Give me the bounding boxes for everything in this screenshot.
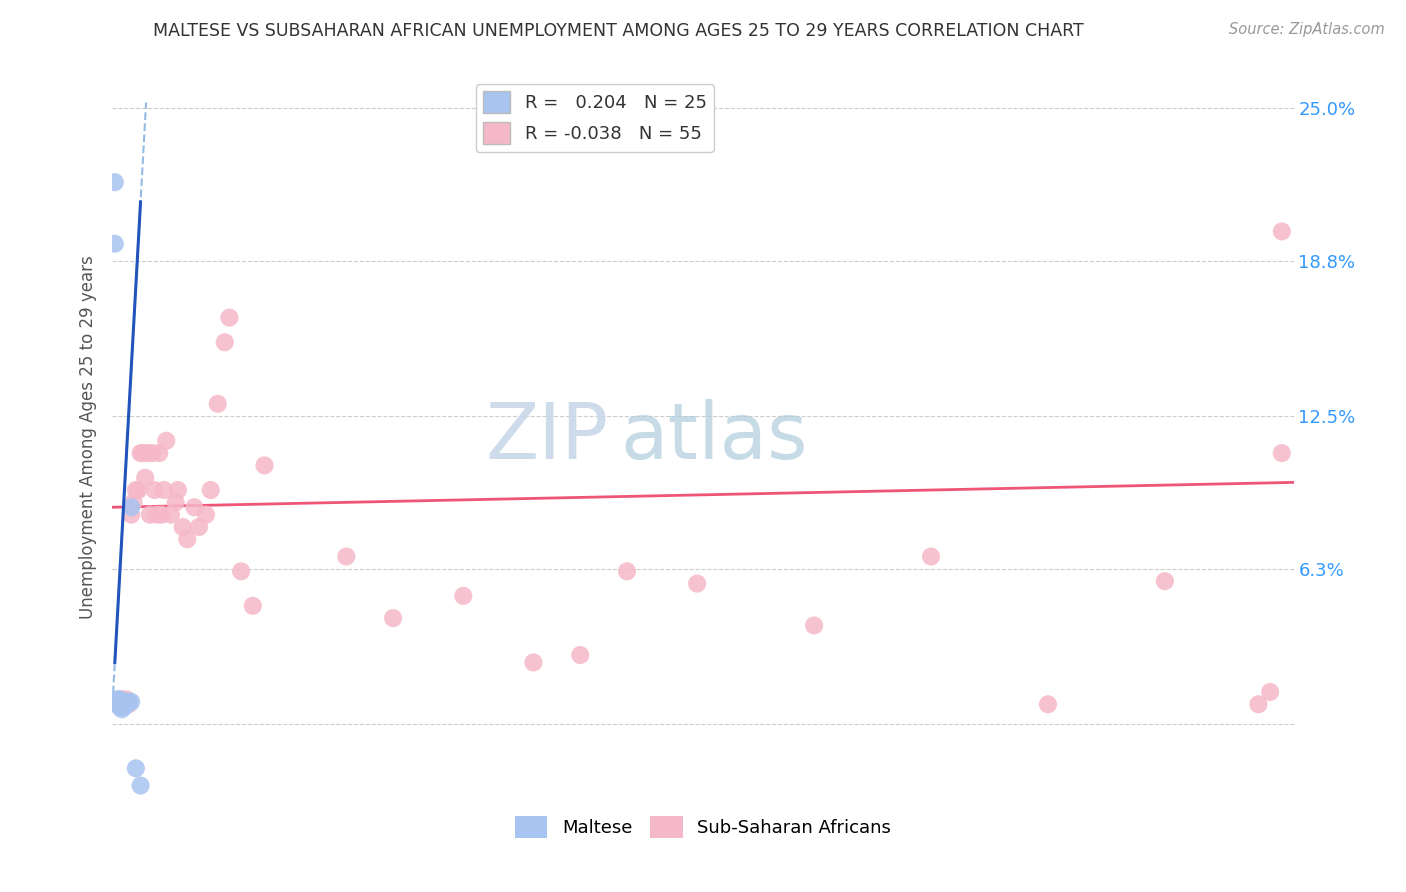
Point <box>218 310 240 325</box>
Text: Source: ZipAtlas.com: Source: ZipAtlas.com <box>1229 22 1385 37</box>
Point <box>108 699 131 714</box>
Point <box>188 520 211 534</box>
Point <box>105 698 128 712</box>
Point <box>569 648 592 662</box>
Point <box>160 508 183 522</box>
Point <box>1036 698 1059 712</box>
Point <box>108 698 131 712</box>
Point <box>122 495 145 509</box>
Point <box>112 698 135 712</box>
Point <box>1154 574 1177 589</box>
Point <box>111 699 134 714</box>
Point <box>335 549 357 564</box>
Point <box>112 695 135 709</box>
Point <box>120 695 142 709</box>
Y-axis label: Unemployment Among Ages 25 to 29 years: Unemployment Among Ages 25 to 29 years <box>79 255 97 619</box>
Point <box>920 549 942 564</box>
Point <box>176 533 198 547</box>
Point <box>120 500 142 515</box>
Point <box>146 508 169 522</box>
Point <box>112 698 135 712</box>
Text: ZIP: ZIP <box>485 399 609 475</box>
Point <box>616 564 638 578</box>
Point <box>155 434 177 448</box>
Point <box>207 397 229 411</box>
Point <box>115 695 138 709</box>
Point <box>165 495 187 509</box>
Point <box>803 618 825 632</box>
Point <box>1258 685 1281 699</box>
Point <box>115 695 138 709</box>
Point <box>242 599 264 613</box>
Point <box>129 446 152 460</box>
Text: atlas: atlas <box>620 399 808 475</box>
Point <box>111 695 134 709</box>
Point <box>132 446 155 460</box>
Point <box>127 483 149 497</box>
Point <box>167 483 190 497</box>
Point <box>1247 698 1270 712</box>
Point <box>111 692 134 706</box>
Point <box>104 236 127 251</box>
Point <box>150 508 173 522</box>
Point <box>125 483 148 497</box>
Point <box>229 564 252 578</box>
Point <box>172 520 194 534</box>
Point <box>253 458 276 473</box>
Point <box>143 483 166 497</box>
Point <box>139 508 162 522</box>
Point <box>453 589 475 603</box>
Point <box>108 695 131 709</box>
Point <box>104 175 127 189</box>
Point <box>522 656 544 670</box>
Point <box>148 446 170 460</box>
Point <box>134 471 156 485</box>
Point <box>111 698 134 712</box>
Point <box>118 695 141 709</box>
Point <box>111 695 134 709</box>
Point <box>1271 224 1294 238</box>
Point <box>111 702 134 716</box>
Point <box>111 695 134 709</box>
Point <box>200 483 222 497</box>
Point <box>1271 446 1294 460</box>
Point <box>129 779 152 793</box>
Point <box>136 446 159 460</box>
Point <box>112 699 135 714</box>
Point <box>118 698 141 712</box>
Point <box>115 692 138 706</box>
Text: MALTESE VS SUBSAHARAN AFRICAN UNEMPLOYMENT AMONG AGES 25 TO 29 YEARS CORRELATION: MALTESE VS SUBSAHARAN AFRICAN UNEMPLOYME… <box>153 22 1084 40</box>
Point <box>141 446 163 460</box>
Point <box>382 611 405 625</box>
Point <box>105 695 128 709</box>
Legend: Maltese, Sub-Saharan Africans: Maltese, Sub-Saharan Africans <box>508 808 898 845</box>
Point <box>105 692 128 706</box>
Point <box>183 500 205 515</box>
Point <box>118 695 141 709</box>
Point <box>153 483 176 497</box>
Point <box>125 761 148 775</box>
Point <box>108 695 131 709</box>
Point <box>120 508 142 522</box>
Point <box>112 695 135 709</box>
Point <box>108 692 131 706</box>
Point <box>686 576 709 591</box>
Point <box>108 698 131 712</box>
Point <box>195 508 218 522</box>
Point <box>214 335 236 350</box>
Point <box>115 698 138 712</box>
